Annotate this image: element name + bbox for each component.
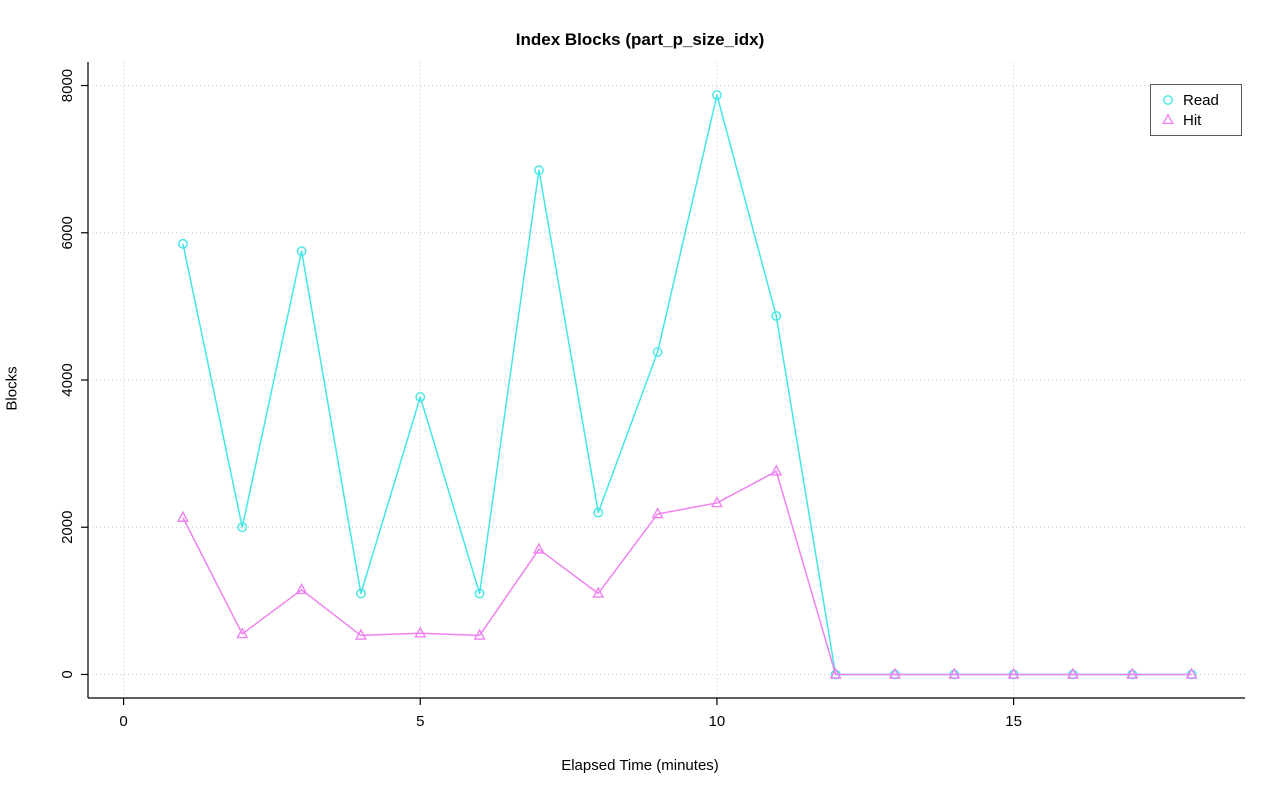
legend-label-read: Read — [1183, 91, 1219, 109]
x-tick-label: 5 — [416, 713, 424, 730]
marker-triangle — [236, 627, 249, 639]
marker-triangle — [1126, 667, 1139, 679]
marker-triangle — [829, 667, 842, 679]
x-tick-label: 15 — [1005, 713, 1022, 730]
x-tick-label: 0 — [119, 713, 127, 730]
chart-title: Index Blocks (part_p_size_idx) — [515, 30, 765, 49]
marker-triangle — [592, 586, 605, 598]
y-tick-label: 0 — [59, 670, 76, 678]
legend-label-hit: Hit — [1183, 111, 1202, 129]
marker-triangle — [473, 628, 486, 640]
marker-triangle — [1007, 667, 1020, 679]
marker-circle — [178, 238, 188, 249]
marker-circle — [771, 311, 782, 321]
y-axis-label: Blocks — [3, 366, 21, 411]
y-tick-label: 4000 — [59, 363, 76, 396]
y-tick-label: 8000 — [59, 69, 76, 102]
hit-marker-icon — [1162, 113, 1174, 125]
marker-circle — [296, 246, 307, 257]
legend-item-read: Read — [1161, 90, 1241, 110]
x-axis-label: Elapsed Time (minutes) — [561, 757, 719, 774]
marker-circle — [415, 392, 426, 402]
legend-item-hit: Hit — [1161, 110, 1241, 130]
marker-circle — [652, 347, 663, 357]
marker-triangle — [651, 507, 664, 519]
series-line-read — [182, 94, 1192, 676]
marker-triangle — [295, 582, 308, 595]
marker-circle — [237, 522, 248, 533]
series-line-hit — [182, 470, 1192, 676]
marker-triangle — [710, 496, 723, 508]
marker-triangle — [770, 464, 783, 476]
read-marker-icon — [1163, 95, 1173, 105]
marker-triangle — [948, 667, 961, 679]
marker-circle — [356, 588, 366, 599]
marker-triangle — [532, 542, 545, 554]
y-tick-label: 2000 — [59, 511, 76, 544]
marker-circle — [593, 507, 604, 518]
marker-circle — [534, 165, 544, 176]
marker-triangle — [1066, 667, 1079, 679]
x-tick-label: 10 — [709, 713, 726, 730]
marker-triangle — [354, 628, 367, 640]
legend: Read Hit — [1150, 84, 1242, 136]
marker-circle — [474, 588, 485, 599]
marker-circle — [712, 90, 722, 101]
marker-triangle — [414, 626, 427, 638]
marker-triangle — [1185, 667, 1198, 679]
y-tick-label: 6000 — [59, 216, 76, 249]
marker-triangle — [888, 667, 901, 679]
marker-triangle — [176, 510, 189, 522]
